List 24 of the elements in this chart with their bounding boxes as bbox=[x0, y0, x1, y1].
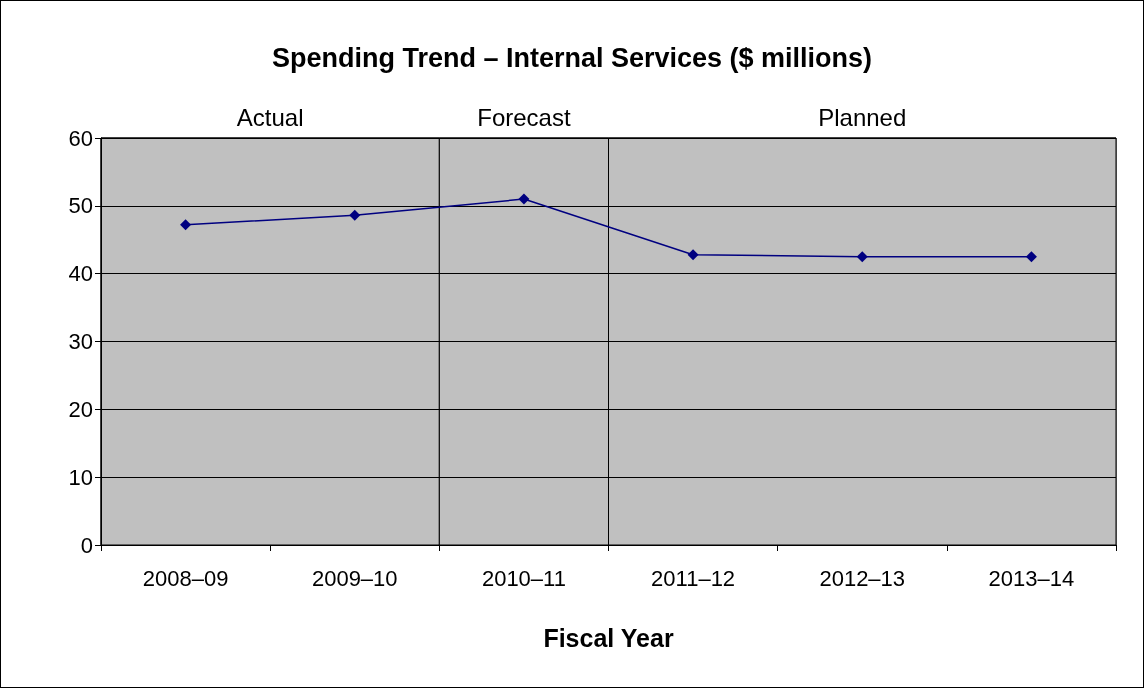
y-tick-label: 30 bbox=[68, 329, 93, 354]
band-label: Actual bbox=[236, 104, 304, 131]
x-tick-label: 2009–10 bbox=[311, 565, 398, 591]
point bbox=[1025, 251, 1037, 263]
y-tick-label: 50 bbox=[68, 193, 93, 219]
point bbox=[180, 219, 192, 231]
point bbox=[349, 209, 361, 221]
x-axis-title: Fiscal Year bbox=[543, 623, 674, 652]
y-tick-label: 40 bbox=[68, 261, 93, 287]
x-tick-label: 2010–11 bbox=[481, 565, 566, 591]
x-tick-label: 2011–12 bbox=[651, 565, 736, 591]
point bbox=[518, 193, 530, 205]
y-tick-label: 60 bbox=[68, 125, 93, 151]
y-tick-label: 20 bbox=[68, 396, 93, 422]
x-tick-label: 2012–13 bbox=[819, 565, 906, 591]
x-tick-label: 2013–14 bbox=[988, 565, 1075, 591]
chart-title: Spending Trend – Internal Services ($ millions) bbox=[271, 42, 873, 73]
band-label: Forecast bbox=[477, 104, 571, 131]
point bbox=[856, 251, 868, 263]
band-label: Planned bbox=[818, 104, 907, 131]
y-tick-label: 0 bbox=[80, 532, 93, 558]
point bbox=[687, 249, 699, 261]
y-tick-label: 10 bbox=[68, 464, 93, 490]
x-tick-label: 2008–09 bbox=[142, 565, 229, 591]
